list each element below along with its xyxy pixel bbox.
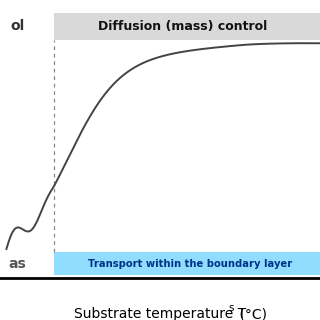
Text: Substrate temperature T: Substrate temperature T <box>74 307 246 320</box>
Text: s: s <box>228 303 234 313</box>
Bar <box>54 13 320 40</box>
Text: Diffusion (mass) control: Diffusion (mass) control <box>98 20 267 33</box>
Bar <box>54 252 320 275</box>
Text: (°C): (°C) <box>235 307 267 320</box>
Text: ol: ol <box>11 20 25 33</box>
Text: as: as <box>9 257 27 271</box>
Text: Transport within the boundary layer: Transport within the boundary layer <box>88 259 292 269</box>
